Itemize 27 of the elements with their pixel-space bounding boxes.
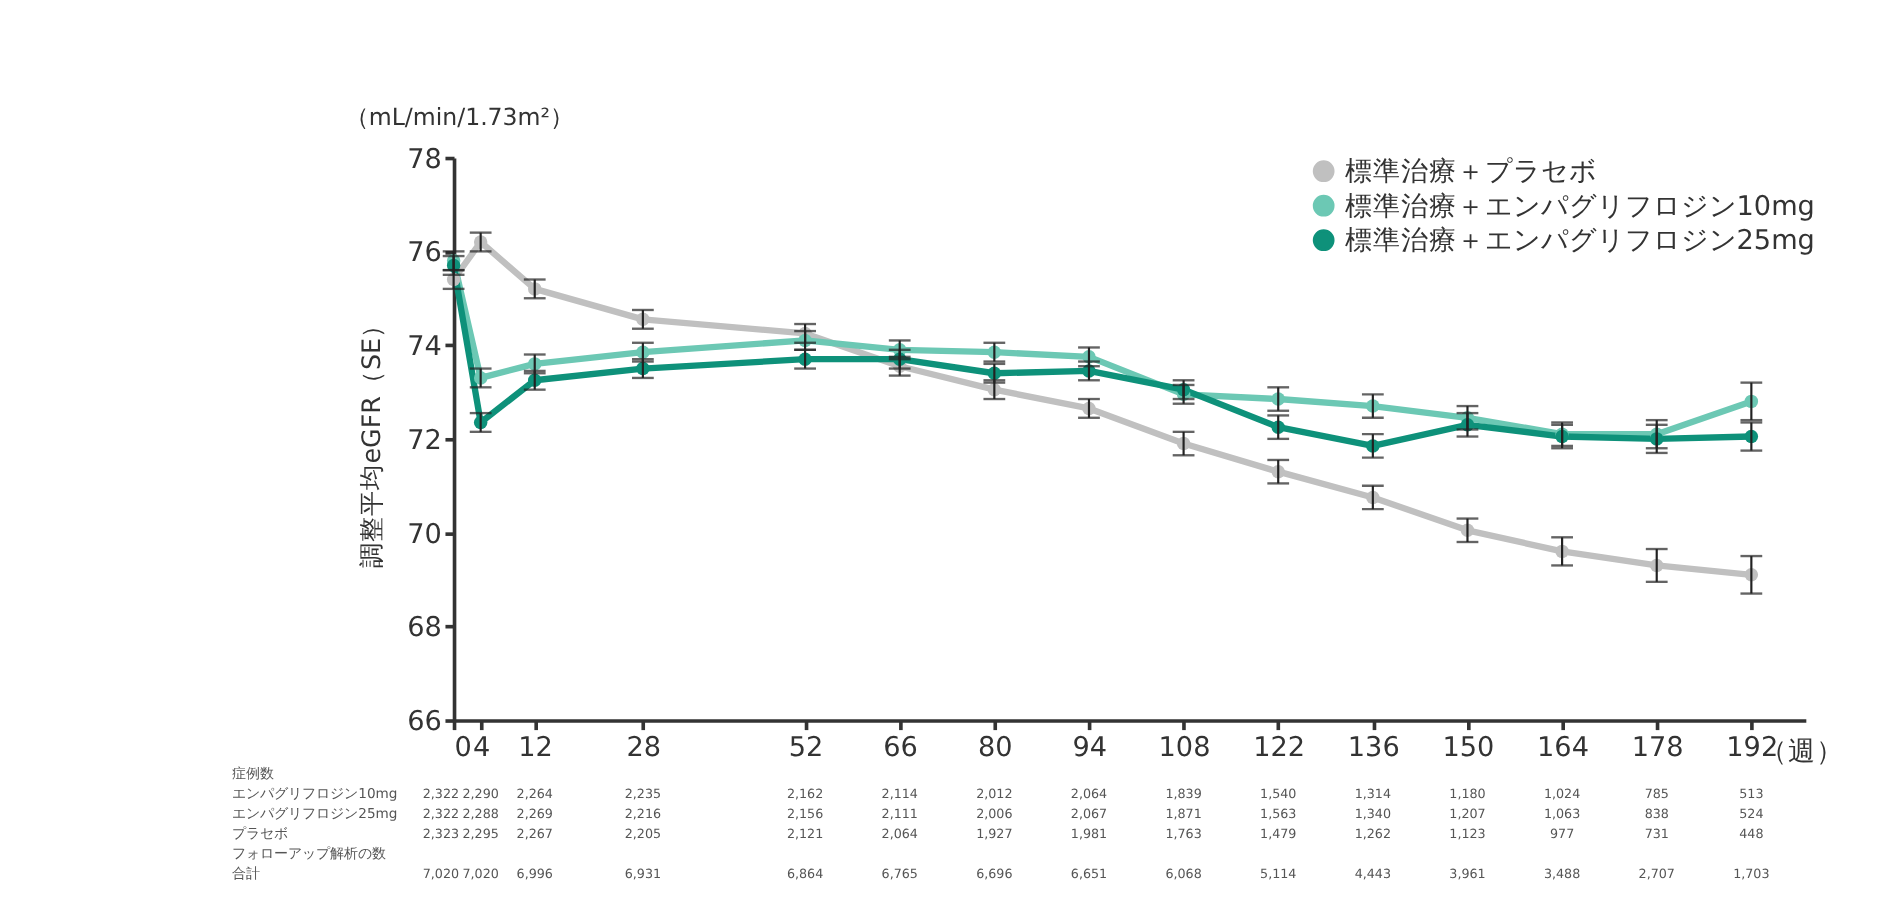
legend-label: 標準治療＋プラセボ bbox=[1344, 156, 1597, 189]
x-tick-label: 94 bbox=[1072, 731, 1108, 764]
y-axis-title: 調整平均eGFR（SE） bbox=[355, 311, 386, 568]
y-tick-label: 74 bbox=[407, 331, 442, 364]
legend-label: 標準治療＋エンパグリフロジン25mg bbox=[1344, 225, 1815, 258]
x-tick-label: 150 bbox=[1442, 731, 1495, 764]
x-tick-label: 4 bbox=[472, 731, 491, 764]
y-tick-label: 78 bbox=[407, 143, 442, 176]
x-tick-label: 192 bbox=[1726, 731, 1779, 764]
x-tick-label: 12 bbox=[518, 731, 553, 764]
legend-label: 標準治療＋エンパグリフロジン10mg bbox=[1344, 190, 1815, 223]
y-tick-label: 70 bbox=[407, 518, 442, 551]
y-tick-label: 76 bbox=[407, 237, 442, 270]
y-tick-label: 68 bbox=[407, 612, 442, 645]
x-tick-label: 178 bbox=[1631, 731, 1684, 764]
y-tick-label: 72 bbox=[407, 424, 442, 457]
x-tick-label: 52 bbox=[788, 731, 824, 764]
x-tick-label: 122 bbox=[1253, 731, 1306, 764]
x-tick-label: 80 bbox=[977, 731, 1013, 764]
x-tick-label: 164 bbox=[1537, 731, 1589, 764]
x-tick-label: 0 bbox=[454, 731, 472, 764]
chart-subtitle: （mL/min/1.73m²） bbox=[344, 102, 575, 131]
x-tick-label: 28 bbox=[626, 731, 662, 764]
x-tick-label: 108 bbox=[1158, 731, 1211, 764]
y-tick-label: 66 bbox=[407, 706, 442, 739]
x-tick-label: 66 bbox=[883, 731, 918, 764]
x-tick-label: 136 bbox=[1347, 731, 1400, 764]
